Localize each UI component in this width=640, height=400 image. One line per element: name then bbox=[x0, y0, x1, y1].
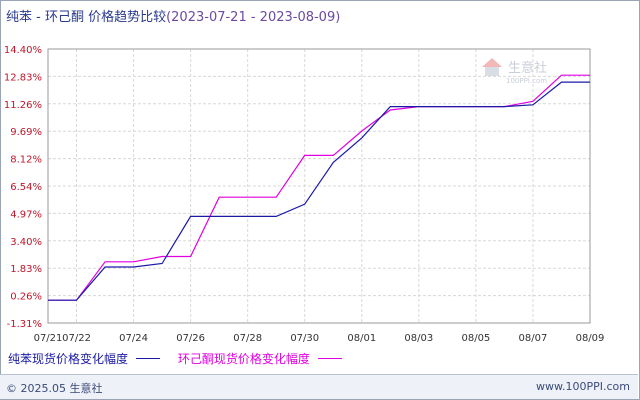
x-tick-label: 07/30 bbox=[290, 333, 319, 344]
y-tick-label: 4.97% bbox=[10, 209, 42, 220]
watermark-subtext: 100PPI.com bbox=[506, 77, 547, 85]
chart-title: 纯苯 - 环己酮 价格趋势比较(2023-07-21 - 2023-08-09) bbox=[6, 6, 340, 25]
y-tick-label: 1.83% bbox=[10, 264, 42, 275]
y-tick-label: 12.83% bbox=[4, 72, 42, 83]
legend-swatch-benzene bbox=[136, 358, 161, 359]
series-line-benzene bbox=[48, 81, 590, 301]
y-tick-label: 3.40% bbox=[10, 237, 42, 248]
chart-title-range: (2023-07-21 - 2023-08-09) bbox=[166, 10, 341, 25]
chart-title-main: 纯苯 - 环己酮 价格趋势比较 bbox=[6, 10, 167, 25]
x-tick-label: 08/03 bbox=[404, 333, 433, 344]
legend-swatch-cyclohexanone bbox=[317, 358, 342, 359]
x-tick-label: 07/24 bbox=[119, 333, 148, 344]
chart-legend: 纯苯现货价格变化幅度 环己酮现货价格变化幅度 bbox=[8, 350, 356, 367]
footer-copyright: © 2025.05 生意社 bbox=[6, 382, 103, 395]
legend-item-benzene: 纯苯现货价格变化幅度 bbox=[8, 350, 161, 367]
footer-bar: © 2025.05 生意社 www.100PPI.com bbox=[0, 374, 638, 399]
watermark-logo-icon-base bbox=[485, 67, 499, 76]
footer-site-link[interactable]: www.100PPI.com bbox=[536, 380, 630, 393]
legend-label-benzene: 纯苯现货价格变化幅度 bbox=[8, 352, 129, 366]
x-tick-label: 07/28 bbox=[233, 333, 262, 344]
y-tick-label: 6.54% bbox=[10, 182, 42, 193]
y-tick-label: 11.26% bbox=[4, 100, 42, 111]
y-tick-label: 0.26% bbox=[10, 292, 42, 303]
watermark-text: 生意社 bbox=[508, 60, 547, 76]
x-tick-label: 07/21 bbox=[34, 333, 63, 344]
y-tick-label: 14.40% bbox=[4, 45, 42, 56]
y-tick-label: 9.69% bbox=[10, 127, 42, 138]
watermark-logo-icon bbox=[482, 58, 502, 67]
x-tick-label: 08/09 bbox=[576, 333, 605, 344]
y-tick-label: -1.31% bbox=[7, 319, 42, 330]
legend-label-cyclohexanone: 环己酮现货价格变化幅度 bbox=[177, 352, 310, 366]
x-tick-label: 08/05 bbox=[461, 333, 490, 344]
x-tick-label: 07/22 bbox=[62, 333, 91, 344]
x-tick-label: 07/26 bbox=[176, 333, 205, 344]
legend-item-cyclohexanone: 环己酮现货价格变化幅度 bbox=[178, 350, 342, 367]
y-tick-label: 8.12% bbox=[10, 155, 42, 166]
plot-area-border bbox=[47, 48, 591, 324]
x-tick-label: 08/07 bbox=[519, 333, 548, 344]
x-tick-label: 08/01 bbox=[347, 333, 376, 344]
